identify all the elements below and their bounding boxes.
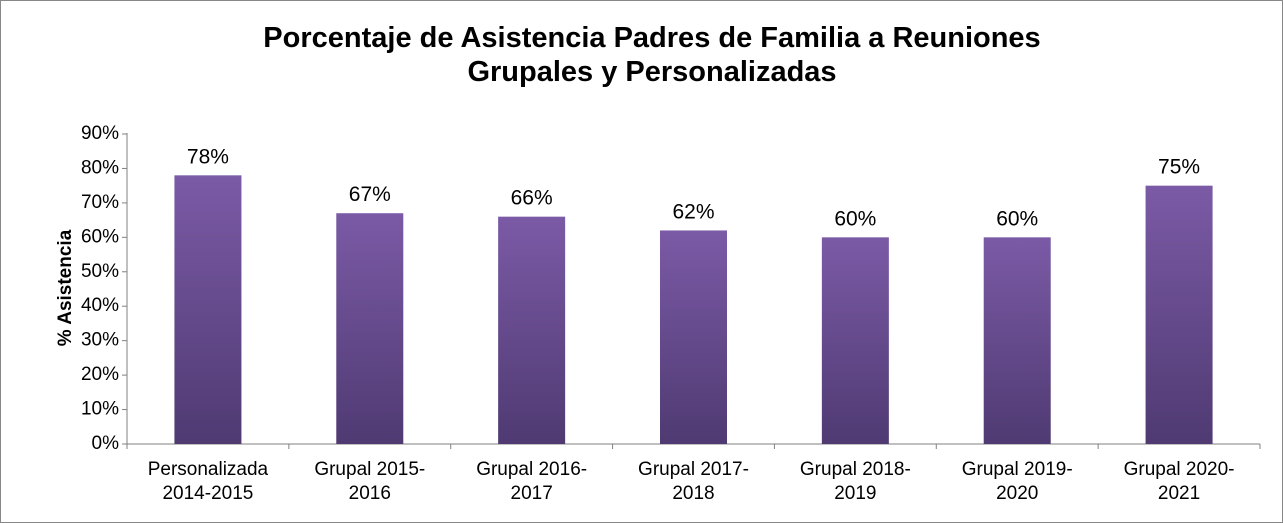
bar xyxy=(336,213,404,444)
y-tick-label: 70% xyxy=(81,192,119,213)
y-tick-label: 90% xyxy=(81,123,119,144)
bar xyxy=(1145,185,1213,444)
value-label: 60% xyxy=(996,207,1038,230)
y-tick-label: 0% xyxy=(92,433,120,454)
x-tick-label: Grupal 2015-2016 xyxy=(314,459,425,504)
x-tick-label: Grupal 2017-2018 xyxy=(638,459,749,504)
x-tick-label: Personalizada 2014-2015 xyxy=(148,459,269,504)
y-tick-label: 40% xyxy=(81,295,119,316)
x-tick-label: Grupal 2020-2021 xyxy=(1124,459,1235,504)
x-tick-label: Grupal 2016-2017 xyxy=(476,459,587,504)
bar xyxy=(983,237,1051,444)
value-label: 75% xyxy=(1158,156,1200,179)
y-tick-label: 10% xyxy=(81,399,119,420)
value-label: 67% xyxy=(349,183,391,206)
x-tick-label: Grupal 2019-2020 xyxy=(962,459,1073,504)
value-label: 78% xyxy=(187,145,229,168)
y-tick-label: 20% xyxy=(81,364,119,385)
value-label: 60% xyxy=(834,207,876,230)
y-tick-label: 30% xyxy=(81,330,119,351)
y-tick-label: 80% xyxy=(81,157,119,178)
bar xyxy=(821,237,889,444)
bar xyxy=(174,175,242,445)
value-label: 62% xyxy=(672,200,714,223)
y-axis-label: % Asistencia xyxy=(55,229,76,346)
value-label: 66% xyxy=(511,187,553,210)
x-tick-label: Grupal 2018-2019 xyxy=(800,459,911,504)
y-tick-label: 60% xyxy=(81,226,119,247)
chart-title: Porcentaje de Asistencia Padres de Famil… xyxy=(263,22,1040,88)
bar xyxy=(498,216,566,444)
y-tick-label: 50% xyxy=(81,261,119,282)
bar xyxy=(659,230,728,444)
